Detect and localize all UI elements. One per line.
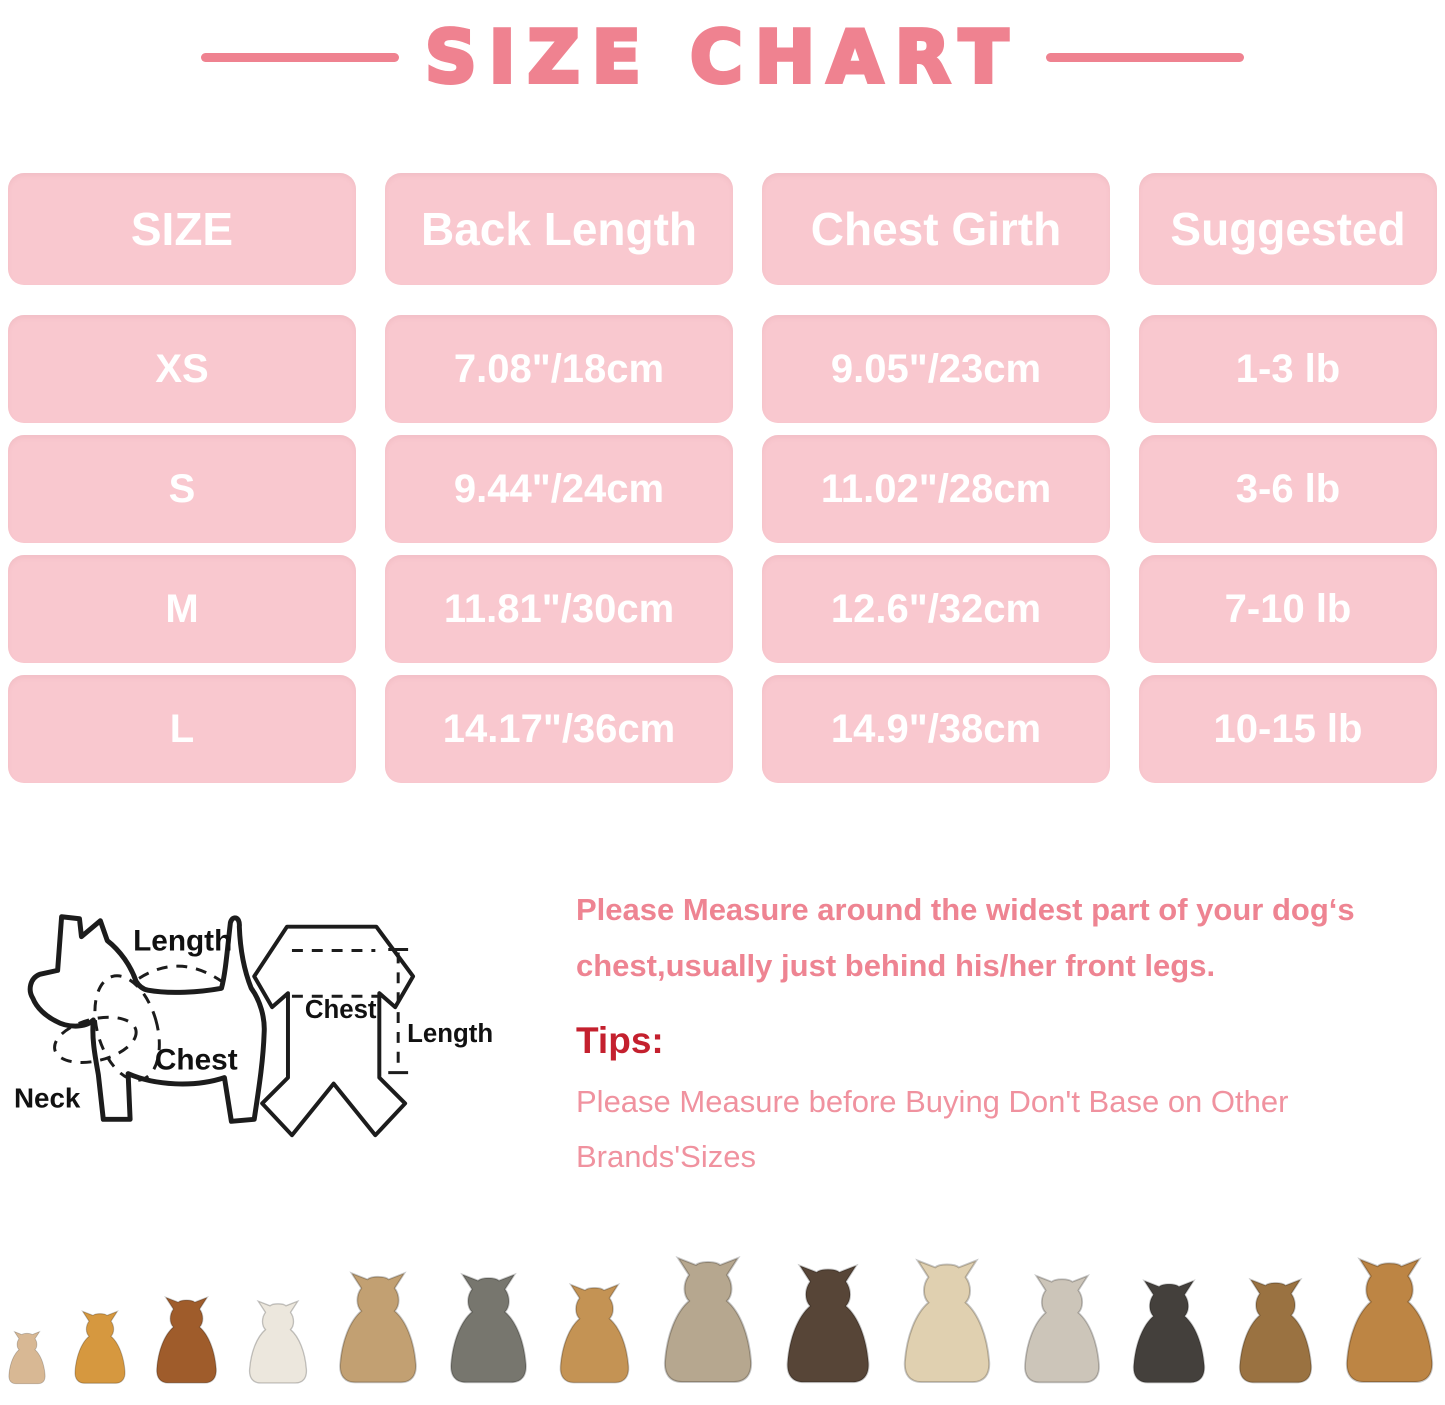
cell-xs-chest-girth: 9.05"/23cm [762, 315, 1110, 423]
cell-xs-suggested: 1-3 lb [1139, 315, 1437, 423]
page-title: SIZE CHART [423, 13, 1021, 101]
dog-photo-poodle [898, 1237, 996, 1385]
column-header-suggested: Suggested [1139, 173, 1437, 285]
cell-l-suggested: 10-15 lb [1139, 675, 1437, 783]
notes-section: Please Measure around the widest part of… [576, 878, 1376, 1174]
garment-chest-label: Chest [305, 996, 377, 1024]
dog-photo-fox-terrier [1019, 1255, 1105, 1385]
tips-heading: Tips: [576, 1019, 664, 1061]
dog-photo-row [0, 1175, 1445, 1385]
garment-length-label: Length [407, 1020, 493, 1048]
title-line-right [1046, 52, 1245, 62]
cell-l-chest-girth: 14.9"/38cm [762, 675, 1110, 783]
column-header-chest-girth: Chest Girth [762, 173, 1110, 285]
neck-measure-loop [53, 1015, 138, 1064]
size-chart-infographic: SIZE CHART SIZE Back Length Chest Girth … [0, 13, 1445, 1385]
size-chart-table: SIZE Back Length Chest Girth Suggested X… [8, 173, 1437, 783]
cell-s-size: S [8, 435, 356, 543]
measurement-diagram: Length Chest Neck Chest Length [14, 914, 493, 1138]
garment-outline [252, 924, 416, 1138]
back-length-measure-arc [138, 964, 230, 988]
dog-photo-boston-terrier [1128, 1261, 1210, 1385]
dog-photo-shih-tzu [334, 1251, 422, 1385]
cell-xs-back-length: 7.08"/18cm [385, 315, 733, 423]
dog-photo-toy-poodle [152, 1281, 221, 1385]
tips-instruction: Please Measure before Buying Don't Base … [576, 1083, 1289, 1175]
title-line-left [200, 52, 399, 62]
measurement-section: Length Chest Neck Chest Length Please Me… [0, 878, 1445, 1174]
dog-photo-french-bulldog [1234, 1259, 1317, 1385]
cell-l-size: L [8, 675, 356, 783]
title-section: SIZE CHART [0, 13, 1445, 101]
dog-chest-label: Chest [155, 1044, 238, 1077]
cell-s-suggested: 3-6 lb [1139, 435, 1437, 543]
cell-m-suggested: 7-10 lb [1139, 555, 1437, 663]
column-header-size: SIZE [8, 173, 356, 285]
cell-m-size: M [8, 555, 356, 663]
dog-photo-cavalier-king-charles-spaniel [781, 1243, 875, 1385]
dog-photo-beagle [1340, 1235, 1439, 1385]
dog-length-label: Length [133, 925, 232, 958]
cell-m-back-length: 11.81"/30cm [385, 555, 733, 663]
column-header-back-length: Back Length [385, 173, 733, 285]
dog-photo-chihuahua [6, 1321, 48, 1385]
cell-l-back-length: 14.17"/36cm [385, 675, 733, 783]
dog-outline [27, 914, 267, 1124]
dog-photo-havanese [555, 1265, 634, 1385]
dog-photo-pug [658, 1233, 758, 1385]
cell-xs-size: XS [8, 315, 356, 423]
dog-photo-pomeranian [71, 1297, 129, 1385]
dog-photo-bichon-frise [245, 1285, 311, 1385]
cell-s-back-length: 9.44"/24cm [385, 435, 733, 543]
cell-s-chest-girth: 11.02"/28cm [762, 435, 1110, 543]
measure-instruction: Please Measure around the widest part of… [576, 892, 1355, 983]
dog-neck-label: Neck [14, 1082, 81, 1113]
cell-m-chest-girth: 12.6"/32cm [762, 555, 1110, 663]
chest-measure-loop [93, 974, 161, 1082]
dog-photo-miniature-schnauzer [445, 1253, 532, 1385]
